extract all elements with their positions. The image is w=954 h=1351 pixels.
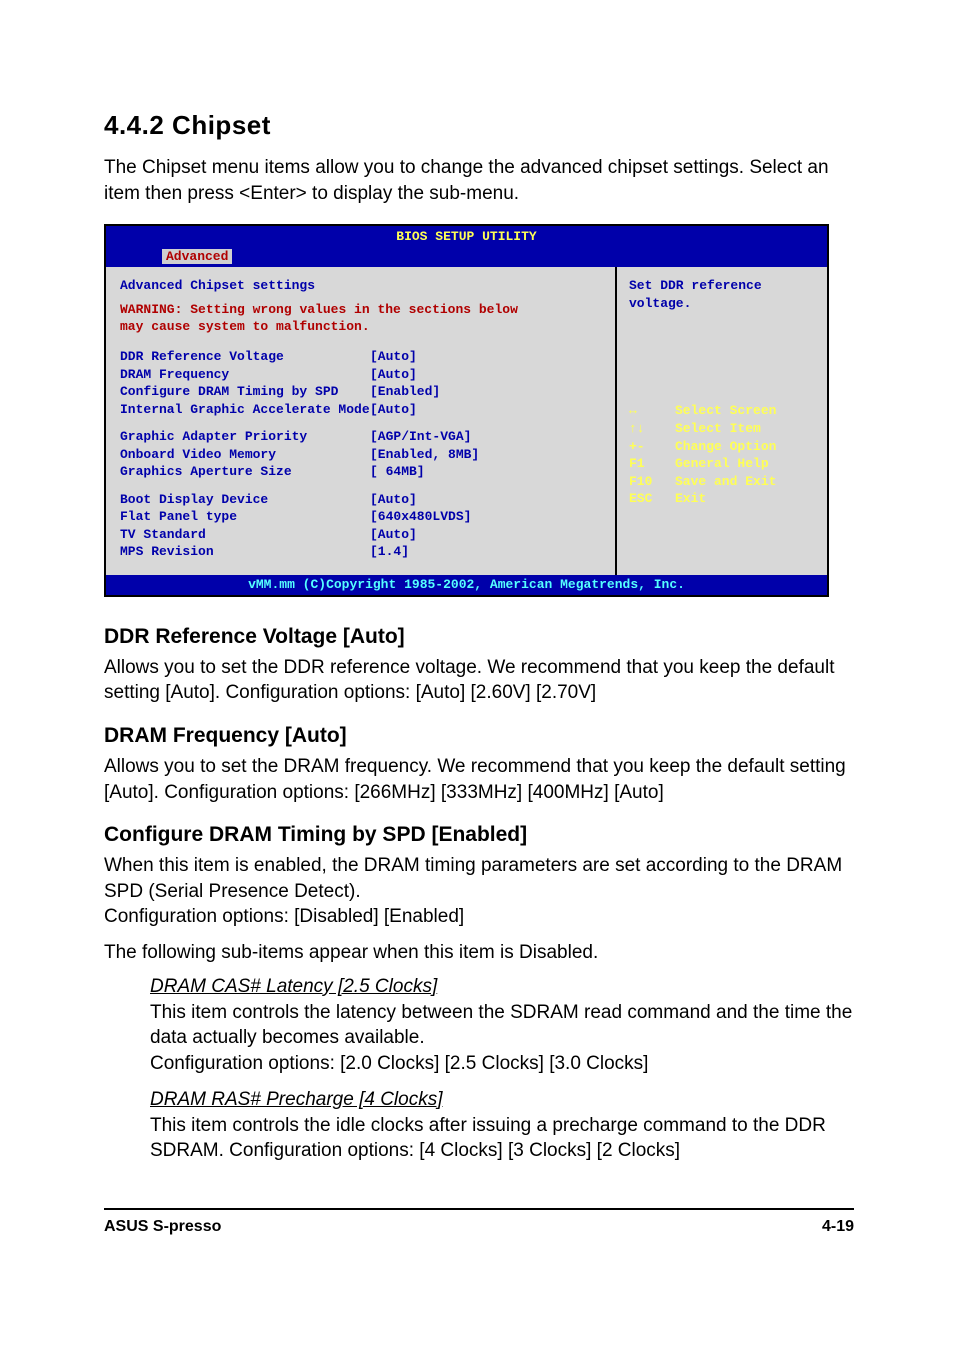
bios-row[interactable]: DDR Reference Voltage[Auto] [120, 348, 603, 366]
bios-warning: WARNING: Setting wrong values in the sec… [120, 301, 603, 336]
bios-row-label: Graphic Adapter Priority [120, 428, 370, 446]
bios-warning-keyword: WARNING: [120, 302, 182, 317]
bios-row-value: [640x480LVDS] [370, 508, 471, 526]
footer-left: ASUS S-presso [104, 1218, 221, 1236]
bios-section-header: Advanced Chipset settings [120, 277, 603, 295]
bios-row-label: DRAM Frequency [120, 366, 370, 384]
bios-nav-hints: ↔Select Screen ↑↓Select Item +-Change Op… [629, 402, 817, 507]
bios-nav-row: ↔Select Screen [629, 402, 817, 420]
bios-rows-group2: Graphic Adapter Priority[AGP/Int-VGA] On… [120, 428, 603, 481]
bios-row[interactable]: TV Standard[Auto] [120, 526, 603, 544]
bios-right-pane: Set DDR reference voltage. ↔Select Scree… [617, 267, 827, 575]
bios-nav-text: Change Option [675, 438, 776, 456]
page-footer: ASUS S-presso 4-19 [104, 1208, 854, 1236]
footer-right: 4-19 [822, 1218, 854, 1236]
bios-row-value: [Enabled, 8MB] [370, 446, 479, 464]
sub-item-title: DRAM RAS# Precharge [4 Clocks] [150, 1089, 854, 1111]
bios-row-label: Onboard Video Memory [120, 446, 370, 464]
bios-nav-key: ESC [629, 490, 675, 508]
bios-nav-key: F10 [629, 473, 675, 491]
bios-nav-text: Select Screen [675, 402, 776, 420]
option-title: DDR Reference Voltage [Auto] [104, 625, 854, 649]
option-body: When this item is enabled, the DRAM timi… [104, 853, 854, 930]
bios-row[interactable]: DRAM Frequency[Auto] [120, 366, 603, 384]
bios-warning-line1: Setting wrong values in the sections bel… [182, 302, 517, 317]
bios-footer: vMM.mm (C)Copyright 1985-2002, American … [106, 575, 827, 595]
bios-row-value: [Auto] [370, 348, 417, 366]
bios-row-value: [Auto] [370, 491, 417, 509]
bios-row-label: TV Standard [120, 526, 370, 544]
bios-row[interactable]: Onboard Video Memory[Enabled, 8MB] [120, 446, 603, 464]
bios-row[interactable]: Flat Panel type[640x480LVDS] [120, 508, 603, 526]
option-title: Configure DRAM Timing by SPD [Enabled] [104, 823, 854, 847]
bios-row-label: MPS Revision [120, 543, 370, 561]
bios-row-value: [Enabled] [370, 383, 440, 401]
bios-row[interactable]: Boot Display Device[Auto] [120, 491, 603, 509]
bios-row-label: Configure DRAM Timing by SPD [120, 383, 370, 401]
sub-item-body: This item controls the idle clocks after… [150, 1113, 854, 1164]
bios-row-label: Boot Display Device [120, 491, 370, 509]
sub-item: DRAM RAS# Precharge [4 Clocks] This item… [150, 1089, 854, 1164]
bios-help-line2: voltage. [629, 296, 691, 311]
sub-item-title: DRAM CAS# Latency [2.5 Clocks] [150, 976, 854, 998]
bios-nav-key: +- [629, 438, 675, 456]
bios-rows-group3: Boot Display Device[Auto] Flat Panel typ… [120, 491, 603, 561]
bios-tab-advanced[interactable]: Advanced [162, 249, 232, 264]
bios-warning-line2: may cause system to malfunction. [120, 319, 370, 334]
bios-row-value: [ 64MB] [370, 463, 425, 481]
option-body: Allows you to set the DDR reference volt… [104, 655, 854, 706]
option-body: Allows you to set the DRAM frequency. We… [104, 754, 854, 805]
bios-nav-text: General Help [675, 455, 769, 473]
sub-item-body: This item controls the latency between t… [150, 1000, 854, 1077]
option-extra: The following sub-items appear when this… [104, 940, 854, 966]
bios-row[interactable]: Graphic Adapter Priority[AGP/Int-VGA] [120, 428, 603, 446]
bios-nav-row: +-Change Option [629, 438, 817, 456]
bios-nav-text: Select Item [675, 420, 761, 438]
bios-row-label: Graphics Aperture Size [120, 463, 370, 481]
bios-left-pane: Advanced Chipset settings WARNING: Setti… [106, 267, 617, 575]
bios-row-value: [AGP/Int-VGA] [370, 428, 471, 446]
bios-tab-row: Advanced [106, 248, 827, 268]
bios-nav-row: F10Save and Exit [629, 473, 817, 491]
bios-nav-text: Save and Exit [675, 473, 776, 491]
bios-nav-row: ↑↓Select Item [629, 420, 817, 438]
bios-nav-key: ↔ [629, 402, 675, 420]
bios-row-label: Flat Panel type [120, 508, 370, 526]
bios-title: BIOS SETUP UTILITY [106, 226, 827, 248]
bios-row-value: [1.4] [370, 543, 409, 561]
option-title: DRAM Frequency [Auto] [104, 724, 854, 748]
bios-nav-row: F1General Help [629, 455, 817, 473]
bios-nav-text: Exit [675, 490, 706, 508]
bios-row-label: DDR Reference Voltage [120, 348, 370, 366]
bios-panel: BIOS SETUP UTILITY Advanced Advanced Chi… [104, 224, 829, 596]
bios-help-line1: Set DDR reference [629, 278, 762, 293]
bios-row[interactable]: MPS Revision[1.4] [120, 543, 603, 561]
bios-row-value: [Auto] [370, 526, 417, 544]
sub-item: DRAM CAS# Latency [2.5 Clocks] This item… [150, 976, 854, 1077]
bios-row[interactable]: Configure DRAM Timing by SPD[Enabled] [120, 383, 603, 401]
bios-row-value: [Auto] [370, 366, 417, 384]
bios-nav-key: F1 [629, 455, 675, 473]
bios-row-label: Internal Graphic Accelerate Mode [120, 401, 370, 419]
bios-row[interactable]: Graphics Aperture Size[ 64MB] [120, 463, 603, 481]
intro-paragraph: The Chipset menu items allow you to chan… [104, 155, 854, 206]
bios-help-text: Set DDR reference voltage. [629, 277, 817, 312]
bios-nav-row: ESCExit [629, 490, 817, 508]
bios-rows-group1: DDR Reference Voltage[Auto] DRAM Frequen… [120, 348, 603, 418]
bios-row-value: [Auto] [370, 401, 417, 419]
bios-row[interactable]: Internal Graphic Accelerate Mode[Auto] [120, 401, 603, 419]
section-heading: 4.4.2 Chipset [104, 110, 854, 141]
bios-nav-key: ↑↓ [629, 420, 675, 438]
